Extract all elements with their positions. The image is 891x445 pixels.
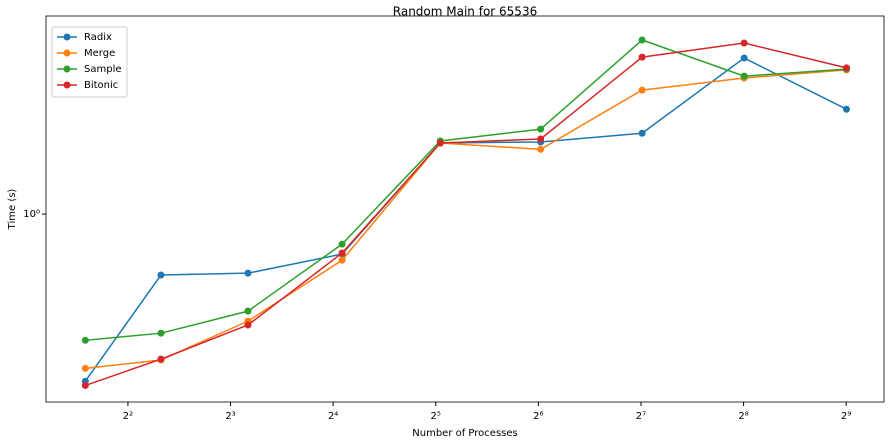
legend-marker <box>63 33 71 41</box>
data-point <box>537 125 545 133</box>
data-point <box>638 53 646 61</box>
legend-label: Merge <box>84 48 115 59</box>
x-tick-label: 2³ <box>225 411 235 422</box>
data-point <box>244 321 252 329</box>
legend-marker <box>63 81 71 89</box>
data-point <box>244 307 252 315</box>
x-tick-label: 2⁸ <box>738 411 748 422</box>
data-point <box>842 105 850 113</box>
x-tick-label: 2⁶ <box>533 411 543 422</box>
chart-title: Random Main for 65536 <box>393 5 537 19</box>
data-point <box>338 249 346 257</box>
x-axis-label: Number of Processes <box>412 428 517 439</box>
x-tick-label: 2⁴ <box>328 411 338 422</box>
data-point <box>81 381 89 389</box>
y-axis-label: Time (s) <box>7 189 18 231</box>
plot-frame <box>45 15 885 403</box>
data-point <box>537 145 545 153</box>
legend-marker <box>63 65 71 73</box>
data-point <box>537 135 545 143</box>
x-tick-label: 2⁵ <box>431 411 441 422</box>
data-point <box>436 139 444 147</box>
data-point <box>244 269 252 277</box>
data-point <box>638 129 646 137</box>
y-tick-label: 10⁰ <box>23 209 40 220</box>
x-tick-label: 2² <box>123 411 133 422</box>
data-point <box>338 256 346 264</box>
data-point <box>638 86 646 94</box>
x-tick-label: 2⁷ <box>636 411 646 422</box>
data-point <box>842 64 850 72</box>
data-point <box>638 36 646 44</box>
x-tick-label: 2⁹ <box>841 411 851 422</box>
legend-label: Bitonic <box>84 80 118 91</box>
data-point <box>81 364 89 372</box>
data-point <box>81 336 89 344</box>
data-point <box>740 72 748 80</box>
data-point <box>740 54 748 62</box>
legend-marker <box>63 49 71 57</box>
data-point <box>157 271 165 279</box>
data-point <box>157 355 165 363</box>
data-point <box>740 39 748 47</box>
legend-box <box>51 26 128 98</box>
data-point <box>338 240 346 248</box>
legend-label: Radix <box>84 32 112 43</box>
data-point <box>157 329 165 337</box>
legend-label: Sample <box>84 64 122 75</box>
